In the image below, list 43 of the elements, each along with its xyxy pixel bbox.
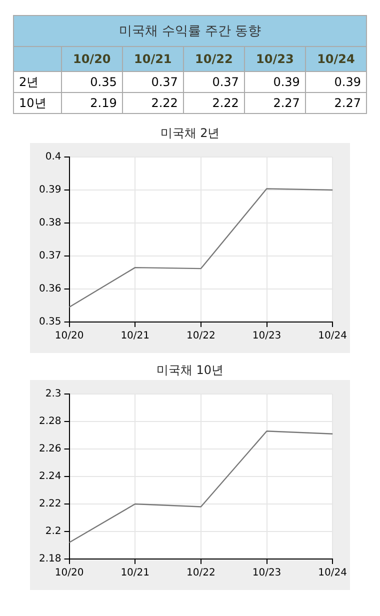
data-label: 2.22: [122, 92, 184, 114]
data-label: 2.22: [183, 92, 244, 114]
category-label: 10/21: [122, 46, 184, 72]
y-tick-label: 0.35: [39, 316, 62, 328]
category-label: 10/23: [244, 46, 306, 72]
y-tick-label: 0.4: [45, 152, 62, 163]
y-tick-label: 2.2: [45, 526, 62, 538]
x-tick-label: 10/24: [318, 330, 348, 342]
data-label: 2.19: [61, 92, 122, 114]
x-tick-label: 10/20: [54, 568, 84, 579]
y-tick-label: 2.24: [39, 471, 62, 482]
y-tick-label: 0.37: [39, 250, 62, 262]
data-label: 0.39: [305, 72, 366, 92]
category-label: 10/20: [61, 46, 122, 72]
x-tick-label: 10/24: [318, 568, 348, 579]
text: 미국채 수익률 주간 동향: [14, 16, 366, 46]
legend-label: 2년: [14, 72, 62, 92]
x-tick-label: 10/22: [186, 330, 216, 342]
category-label: 10/24: [305, 46, 366, 72]
data-label: 2.27: [244, 92, 306, 114]
data-label: 0.37: [122, 72, 184, 92]
x-tick-label: 10/23: [252, 568, 282, 579]
y-tick-label: 2.28: [39, 416, 62, 428]
x-tick-label: 10/23: [252, 330, 282, 342]
chart-title: 미국채 10년: [155, 362, 225, 379]
y-tick-label: 0.36: [39, 284, 62, 295]
y-tick-label: 2.22: [39, 498, 62, 510]
x-tick-label: 10/22: [186, 568, 216, 579]
data-label: 0.35: [61, 72, 122, 92]
x-tick-label: 10/20: [54, 330, 84, 342]
y-tick-label: 2.26: [39, 444, 62, 455]
data-label: 0.37: [183, 72, 244, 92]
y-tick-label: 2.3: [45, 388, 62, 400]
x-tick-label: 10/21: [120, 330, 150, 342]
y-tick-label: 2.18: [39, 554, 62, 565]
y-tick-label: 0.38: [39, 218, 62, 229]
legend-label: 10년: [14, 92, 62, 114]
data-label: 0.39: [244, 72, 306, 92]
y-tick-label: 0.39: [39, 184, 62, 196]
x-tick-label: 10/21: [120, 568, 150, 579]
chart-title: 미국채 2년: [159, 125, 221, 142]
category-label: 10/22: [183, 46, 244, 72]
data-label: 2.27: [305, 92, 366, 114]
